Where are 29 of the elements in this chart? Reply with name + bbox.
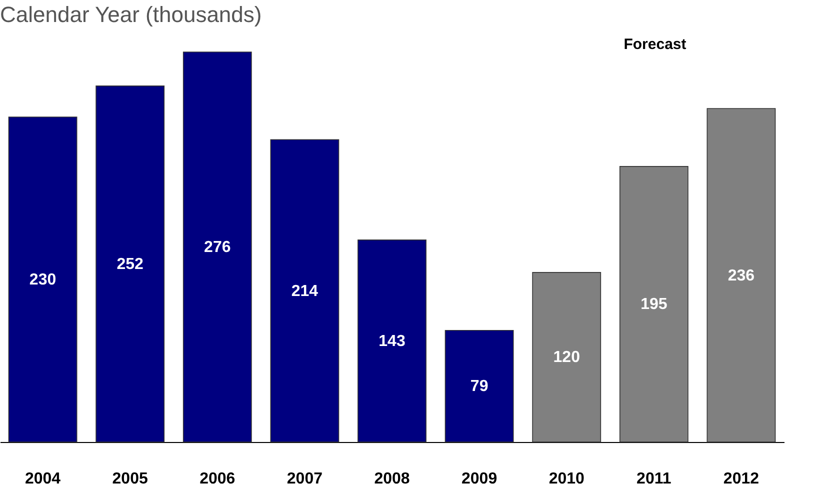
x-tick-label: 2005	[112, 470, 148, 488]
chart-title: Calendar Year (thousands)	[0, 2, 262, 27]
bar	[532, 272, 602, 442]
x-tick-label: 2010	[548, 470, 585, 488]
data-label: 214	[291, 282, 318, 300]
annotation: Forecast	[624, 36, 686, 53]
data-label: 120	[553, 349, 580, 366]
data-label: 252	[116, 256, 144, 273]
x-tick-label: 2011	[636, 470, 672, 488]
bar	[619, 166, 688, 442]
data-label: 143	[378, 332, 406, 350]
bar	[96, 86, 165, 442]
x-tick-label: 2008	[374, 470, 410, 488]
x-tick-label: 2007	[286, 470, 323, 488]
bar	[182, 52, 252, 442]
bar	[444, 330, 514, 442]
bar	[358, 240, 426, 442]
bar	[706, 108, 776, 442]
bar	[270, 139, 340, 442]
data-label: 276	[204, 239, 231, 256]
data-label: 195	[640, 296, 668, 314]
x-tick-label: 2009	[462, 470, 498, 488]
x-tick-label: 2006	[200, 470, 236, 488]
bar	[8, 116, 78, 442]
x-tick-label: 2004	[24, 470, 61, 488]
data-label: 230	[29, 272, 56, 288]
data-label: 79	[470, 378, 488, 396]
x-tick-label: 2012	[723, 470, 760, 488]
data-label: 236	[728, 267, 755, 284]
